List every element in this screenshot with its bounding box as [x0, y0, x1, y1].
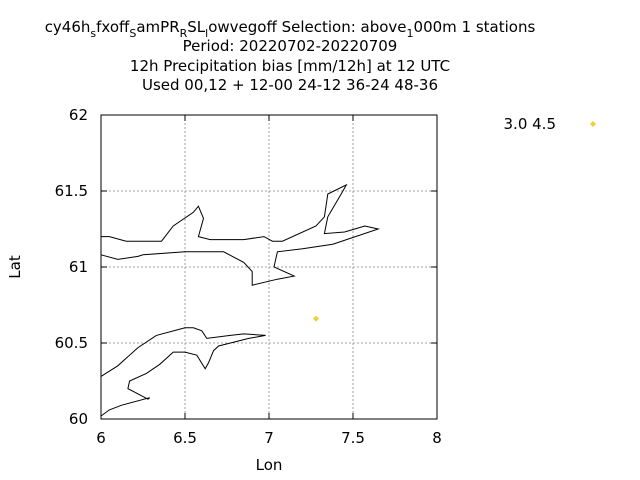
title-text-segment: 000m 1 stations [414, 18, 536, 36]
y-tick-label: 60.5 [55, 334, 88, 352]
title-text-segment: 12h Precipitation bias [mm/12h] at 12 UT… [130, 57, 450, 75]
coastline-lines [100, 183, 381, 417]
x-tick-label: 7 [264, 429, 274, 447]
title-line-3: 12h Precipitation bias [mm/12h] at 12 UT… [130, 57, 450, 75]
title-text-segment: Used 00,12 + 12-00 24-12 36-24 48-36 [142, 76, 438, 94]
title-text-segment: owvegoff Selection: above [208, 18, 406, 36]
title-text-segment: s [90, 27, 96, 40]
data-point [313, 315, 320, 322]
title-line-4: Used 00,12 + 12-00 24-12 36-24 48-36 [142, 76, 438, 94]
x-axis-label: Lon [256, 456, 283, 474]
legend-label: 3.0 4.5 [504, 115, 556, 133]
chart-title: cy46hsfxoffSamPRRSLlowvegoff Selection: … [45, 18, 536, 94]
x-tick-label: 8 [432, 429, 442, 447]
coastline-2 [100, 327, 266, 417]
title-line-1: cy46hsfxoffSamPRRSLlowvegoff Selection: … [45, 18, 536, 40]
axis-ticks [100, 114, 438, 420]
y-tick-labels: 60 60.5 61 61.5 62 [55, 106, 88, 428]
x-tick-label: 7.5 [341, 429, 365, 447]
title-text-segment: amPR [136, 18, 179, 36]
legend: 3.0 4.5 [504, 115, 596, 133]
x-tick-labels: 6 6.5 7 7.5 8 [96, 429, 442, 447]
y-axis-label: Lat [6, 255, 24, 279]
x-tick-label: 6.5 [173, 429, 197, 447]
title-text-segment: R [180, 27, 188, 40]
title-text-segment: l [205, 27, 208, 40]
grid-lines [101, 115, 437, 419]
title-text-segment: cy46h [45, 18, 91, 36]
x-tick-label: 6 [96, 429, 106, 447]
title-text-segment: fxoff [96, 18, 130, 36]
title-text-segment: SL [187, 18, 206, 36]
title-text-segment: 1 [407, 27, 414, 40]
y-tick-label: 61.5 [55, 182, 88, 200]
title-text-segment: S [129, 27, 136, 40]
y-tick-label: 60 [69, 410, 88, 428]
coastline-1 [100, 183, 381, 286]
y-tick-label: 61 [69, 258, 88, 276]
data-points [313, 315, 320, 322]
y-tick-label: 62 [69, 106, 88, 124]
title-line-2: Period: 20220702-20220709 [183, 37, 398, 55]
title-text-segment: Period: 20220702-20220709 [183, 37, 398, 55]
legend-marker [590, 121, 596, 127]
